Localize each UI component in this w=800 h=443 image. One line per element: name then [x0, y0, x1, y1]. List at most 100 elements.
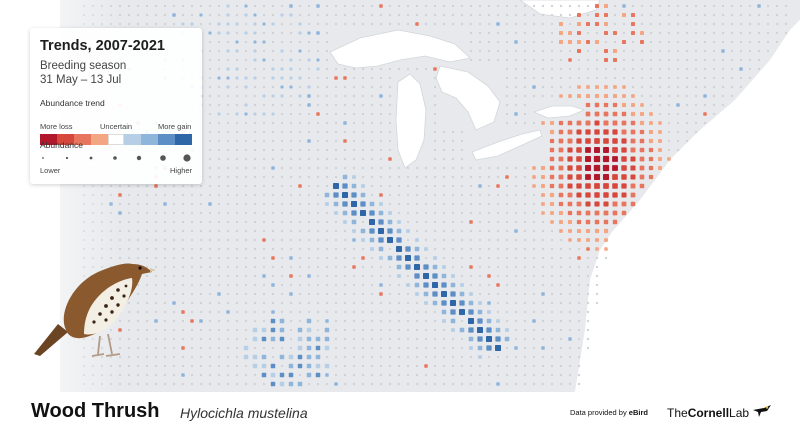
- trend-cell: [703, 94, 707, 98]
- trend-cell: [343, 328, 347, 332]
- trend-cell: [370, 139, 374, 143]
- trend-cell: [469, 4, 473, 8]
- trend-cell: [378, 228, 384, 234]
- trend-cell: [271, 346, 275, 350]
- trend-cell: [208, 85, 212, 89]
- abundance-higher-label: Higher: [170, 166, 193, 175]
- trend-cell: [495, 327, 501, 333]
- trend-cell: [523, 184, 527, 188]
- trend-cell: [739, 49, 743, 53]
- trend-cell: [712, 4, 716, 8]
- trend-cell: [603, 201, 609, 207]
- trend-cell: [685, 13, 689, 17]
- trend-cell: [280, 256, 284, 260]
- trend-cell: [532, 274, 536, 278]
- trend-cell: [523, 337, 527, 341]
- trend-cell: [550, 346, 554, 350]
- trend-cell: [253, 13, 257, 17]
- trend-cell: [612, 102, 618, 108]
- trend-cell: [603, 228, 609, 234]
- trend-cell: [595, 301, 599, 305]
- trend-cell: [271, 238, 275, 242]
- trend-cell: [343, 13, 347, 17]
- trend-cell: [594, 210, 600, 216]
- trend-cell: [523, 4, 527, 8]
- trend-cell: [289, 40, 293, 44]
- trend-cell: [262, 76, 266, 80]
- trend-cell: [325, 211, 329, 215]
- trend-cell: [262, 13, 266, 17]
- trend-cell: [622, 40, 626, 44]
- trend-cell: [639, 120, 645, 126]
- trend-cell: [478, 175, 482, 179]
- trend-cell: [685, 49, 689, 53]
- trend-cell: [136, 22, 140, 26]
- trend-cell: [244, 175, 248, 179]
- trend-cell: [343, 301, 347, 305]
- trend-cell: [550, 355, 554, 359]
- trend-cell: [172, 301, 176, 305]
- trend-cell: [154, 301, 158, 305]
- trend-cell: [514, 274, 518, 278]
- trend-cell: [208, 364, 212, 368]
- trend-cell: [658, 139, 662, 143]
- trend-cell: [505, 184, 509, 188]
- trend-cell: [541, 94, 545, 98]
- trend-cell: [487, 283, 491, 287]
- trend-cell: [190, 337, 194, 341]
- trend-cell: [505, 40, 509, 44]
- trend-cell: [703, 85, 707, 89]
- trend-cell: [145, 211, 149, 215]
- trend-cell: [262, 22, 266, 26]
- trend-cell: [360, 210, 366, 216]
- trend-cell: [631, 103, 635, 107]
- trend-cell: [235, 355, 239, 359]
- trend-cell: [325, 58, 329, 62]
- trend-cell: [270, 372, 276, 378]
- trend-cell: [576, 183, 582, 189]
- trend-cell: [559, 67, 563, 71]
- trend-cell: [235, 310, 239, 314]
- trend-cell: [595, 4, 599, 8]
- trend-cell: [532, 256, 536, 260]
- trend-cell: [190, 193, 194, 197]
- trend-cell: [181, 22, 185, 26]
- trend-cell: [370, 166, 374, 170]
- trend-cell: [226, 121, 230, 125]
- trend-cell: [280, 31, 284, 35]
- trend-cell: [630, 174, 636, 180]
- trend-cell: [262, 265, 266, 269]
- trend-cell: [640, 112, 644, 116]
- trend-cell: [325, 220, 329, 224]
- trend-cell: [324, 192, 330, 198]
- trend-cell: [667, 13, 671, 17]
- trend-cell: [406, 184, 410, 188]
- trend-cell: [244, 166, 248, 170]
- trend-cell: [244, 58, 248, 62]
- trend-cell: [603, 192, 609, 198]
- trend-cell: [145, 346, 149, 350]
- trend-cell: [559, 256, 563, 260]
- trend-cell: [244, 220, 248, 224]
- trend-cell: [370, 76, 374, 80]
- trend-cell: [469, 238, 473, 242]
- trend-cell: [532, 121, 536, 125]
- breast-spot: [122, 294, 126, 298]
- trend-cell: [244, 49, 248, 53]
- trend-cell: [127, 184, 131, 188]
- trend-cell: [244, 373, 248, 377]
- trend-cell: [469, 202, 473, 206]
- trend-cell: [603, 138, 609, 144]
- trend-cell: [406, 220, 410, 224]
- trend-cell: [379, 265, 383, 269]
- trend-cell: [343, 166, 347, 170]
- trend-cell: [559, 319, 563, 323]
- trend-cell: [352, 121, 356, 125]
- trend-cell: [532, 337, 536, 341]
- trend-cell: [127, 256, 131, 260]
- trend-cell: [307, 121, 311, 125]
- trend-cell: [541, 229, 545, 233]
- trend-cell: [253, 283, 257, 287]
- trend-cell: [325, 229, 329, 233]
- trend-ramp-swatch: [56, 134, 74, 145]
